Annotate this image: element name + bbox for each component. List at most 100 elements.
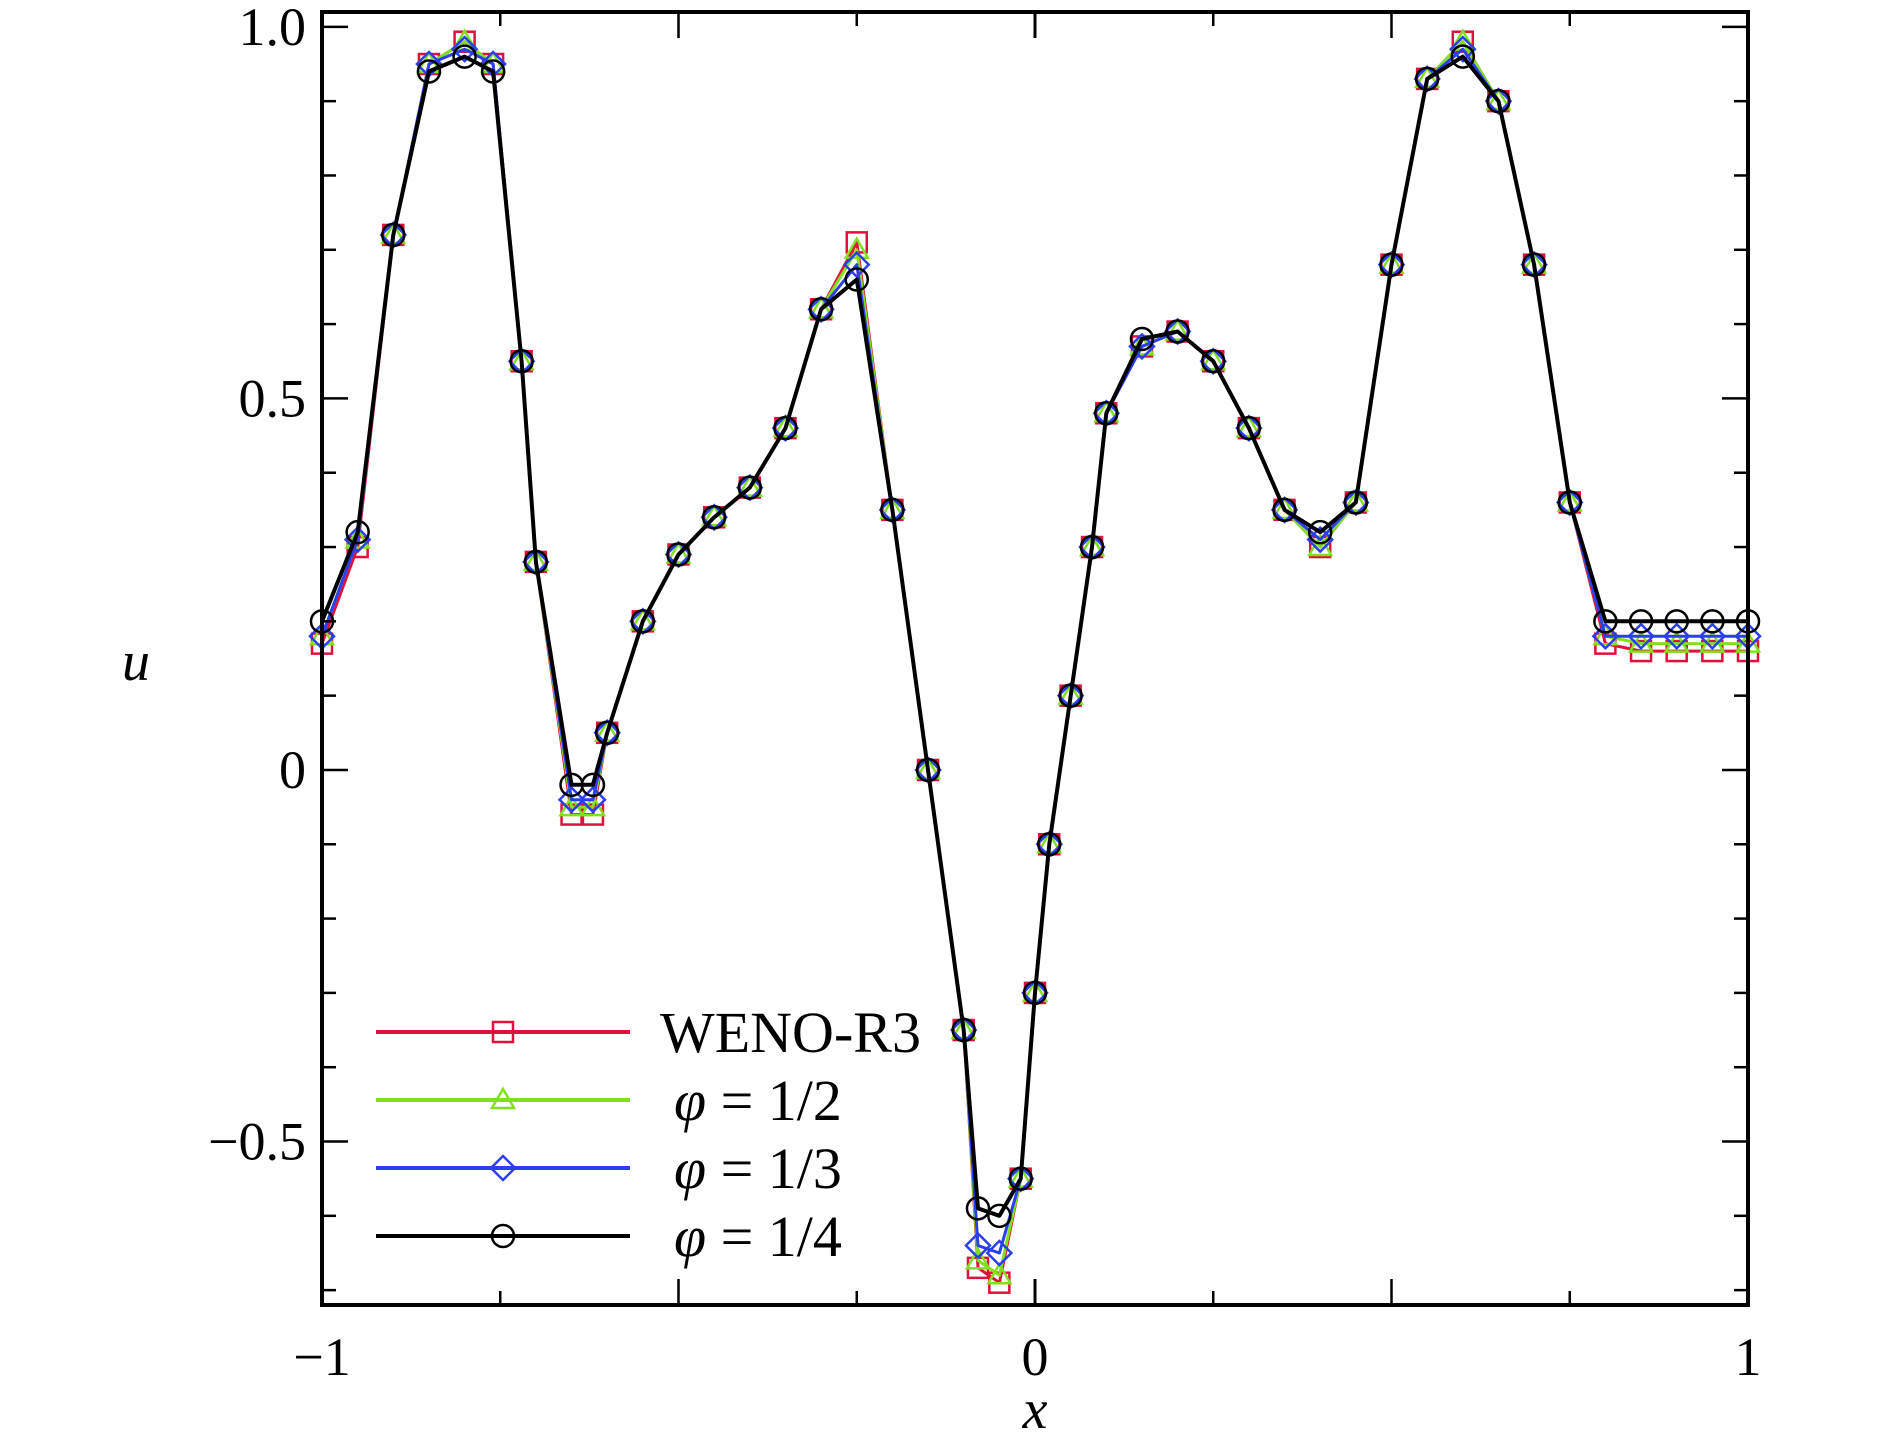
series-point — [345, 519, 370, 545]
series-point — [915, 757, 941, 783]
series-point — [1627, 622, 1655, 650]
legend-label: φ = 1/2 — [674, 1068, 842, 1133]
series-point — [629, 607, 657, 631]
series-point — [343, 525, 372, 554]
series-point — [1698, 622, 1727, 650]
series-point — [1008, 1166, 1033, 1191]
series-point — [1591, 622, 1620, 650]
series-point — [1306, 525, 1334, 554]
series-point — [808, 296, 834, 322]
legend-item: φ = 1/2 — [376, 1068, 842, 1133]
series-point — [450, 35, 479, 63]
series-point — [987, 1203, 1012, 1229]
series-point — [1343, 490, 1369, 515]
series-point — [1272, 497, 1297, 523]
series-point — [1022, 980, 1048, 1006]
series-point — [381, 222, 406, 248]
series-point — [737, 475, 763, 500]
series-layer — [308, 28, 1762, 1294]
series-point — [630, 609, 656, 634]
y-axis-label: u — [122, 631, 150, 693]
legend-value: = 1/2 — [706, 1068, 842, 1133]
series-point — [594, 720, 620, 746]
series-point — [880, 497, 905, 523]
series-line — [320, 54, 1748, 1218]
y-tick-label: −0.5 — [208, 1112, 306, 1172]
legend-value: = 1/4 — [706, 1204, 842, 1269]
x-tick-label: 1 — [1735, 1327, 1762, 1387]
series-point — [1165, 319, 1190, 344]
series-point — [964, 1231, 992, 1260]
series-point — [1307, 519, 1333, 545]
legend-marker — [489, 1154, 517, 1182]
series-point — [1129, 326, 1155, 352]
series-point — [1342, 488, 1370, 512]
series-point — [1128, 332, 1156, 361]
series-point — [844, 267, 869, 292]
tick-layer — [320, 12, 1750, 1305]
series-point — [665, 540, 692, 564]
series-point — [773, 415, 798, 441]
series-point — [842, 250, 871, 279]
legend-item: φ = 1/3 — [376, 1136, 842, 1201]
series-point — [480, 59, 506, 84]
legend-marker — [490, 1223, 516, 1249]
series-point — [580, 772, 606, 798]
series-point — [1556, 488, 1583, 512]
tick-label-layer: −1 0 1 −0.5 0 0.5 1.0 — [208, 0, 1761, 1387]
series-point — [985, 1239, 1014, 1267]
series-point — [964, 1246, 992, 1270]
series-point — [701, 505, 727, 530]
y-tick-label: 0 — [279, 740, 306, 800]
series-point — [1235, 414, 1263, 438]
series-point — [666, 542, 691, 567]
y-tick-label: 1.0 — [239, 0, 307, 57]
series-point — [965, 1196, 991, 1221]
series-point — [1037, 832, 1062, 857]
legend-label: WENO-R3 — [660, 1000, 921, 1065]
series-point — [1414, 66, 1440, 92]
series-point — [1200, 347, 1227, 371]
series-point — [1079, 534, 1105, 560]
legend-marker — [489, 1086, 517, 1110]
legend-item: φ = 1/4 — [376, 1204, 842, 1269]
series-point — [1628, 609, 1654, 634]
series-point — [807, 295, 835, 319]
series-point — [594, 719, 621, 743]
series-point — [579, 785, 607, 814]
series-point — [1164, 318, 1191, 341]
series-point — [1236, 415, 1262, 441]
series-point — [452, 44, 477, 69]
series-point — [1486, 88, 1511, 114]
series-point — [986, 1261, 1013, 1285]
legend-label: φ = 1/4 — [674, 1204, 842, 1269]
legend-symbol: φ — [674, 1136, 706, 1201]
series-point — [1201, 349, 1226, 374]
series-point — [1379, 252, 1404, 277]
series-point — [736, 474, 763, 497]
x-tick-label: 0 — [1022, 1327, 1049, 1387]
x-tick-label: −1 — [293, 1327, 350, 1387]
legend-label: φ = 1/3 — [674, 1136, 842, 1201]
legend: WENO-R3φ = 1/2φ = 1/3φ = 1/4 — [376, 1000, 921, 1269]
series-point — [1557, 490, 1582, 515]
series-point — [700, 503, 728, 527]
series-point — [1007, 1165, 1034, 1188]
x-axis-label: x — [1022, 1379, 1048, 1435]
series-point — [1662, 622, 1691, 650]
legend-symbol: φ — [674, 1204, 706, 1269]
series-point — [344, 526, 371, 549]
series-point — [509, 349, 534, 374]
series-point — [1271, 496, 1298, 520]
legend-marker — [491, 1020, 515, 1044]
series-point — [951, 1017, 976, 1043]
series-point — [416, 59, 442, 84]
series-point — [772, 414, 799, 438]
y-tick-label: 0.5 — [239, 368, 307, 428]
series-point — [1521, 252, 1547, 277]
series-point — [1450, 44, 1476, 69]
series-point — [1593, 609, 1618, 634]
